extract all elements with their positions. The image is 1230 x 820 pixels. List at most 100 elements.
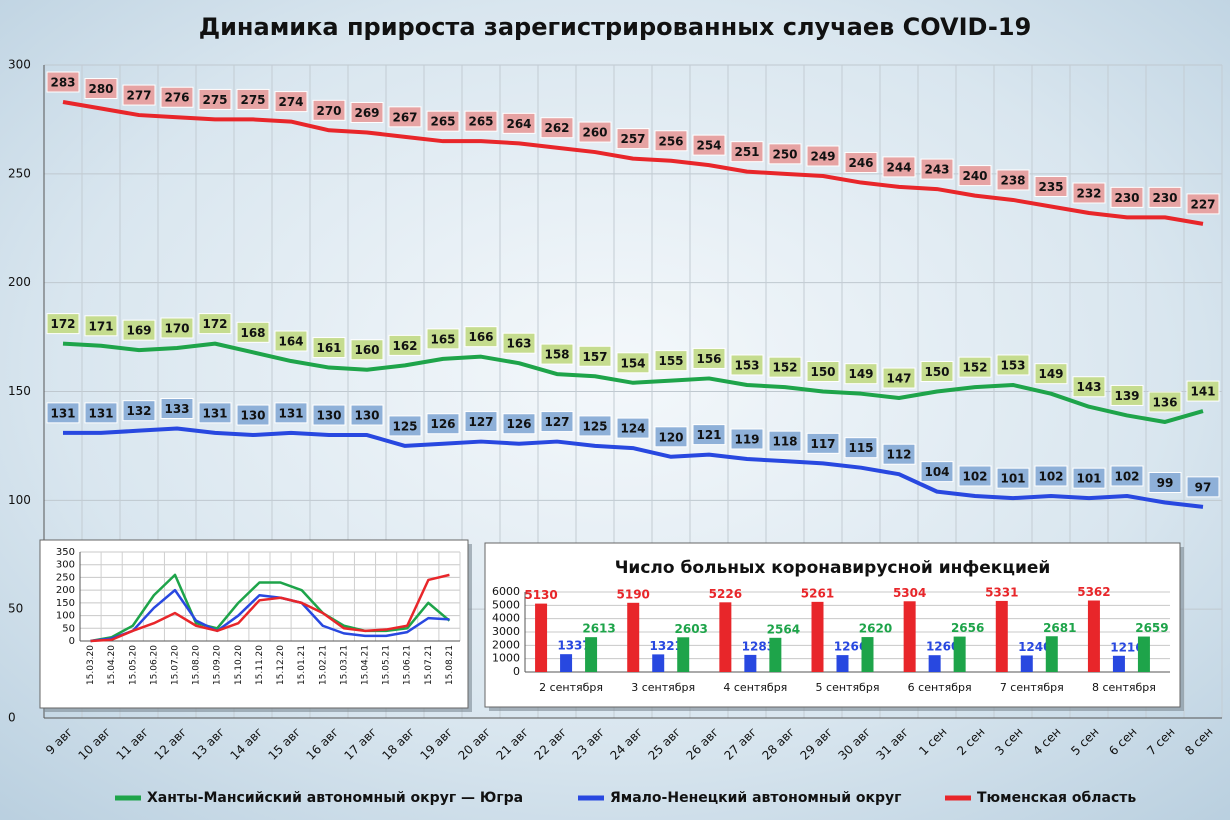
data-label-box (1110, 465, 1144, 487)
data-label: 130 (316, 409, 341, 423)
data-label-box (730, 354, 764, 376)
data-label: 269 (354, 106, 379, 120)
data-label: 1240 (1018, 640, 1051, 654)
data-label-box (46, 71, 80, 93)
data-label-box (274, 91, 308, 113)
data-label-box (806, 432, 840, 454)
data-label-box (198, 313, 232, 335)
data-label: 131 (202, 406, 227, 420)
data-label: 1216 (1110, 640, 1143, 654)
data-label: 2620 (859, 622, 892, 636)
bar (744, 654, 757, 672)
data-label: 235 (1038, 180, 1063, 194)
x-tick-label: 15.05.21 (382, 645, 392, 685)
data-label-box (654, 350, 688, 372)
y-tick-label: 50 (8, 602, 23, 616)
x-tick-label: 15.04.20 (107, 645, 117, 685)
data-label-box (882, 367, 916, 389)
data-label: 5130 (524, 588, 557, 602)
data-label: 101 (1000, 472, 1025, 486)
x-tick-label: 15.06.20 (149, 645, 159, 685)
x-tick-label: 15.08.21 (445, 645, 455, 685)
data-label: 280 (88, 82, 113, 96)
data-label: 97 (1195, 480, 1212, 494)
data-label: 170 (164, 321, 189, 335)
data-label-box (274, 330, 308, 352)
data-label: 136 (1152, 395, 1177, 409)
data-label: 131 (278, 406, 303, 420)
x-tick-label: 7 сентября (1000, 681, 1064, 694)
data-label-box (464, 326, 498, 348)
y-tick-label: 200 (8, 275, 31, 289)
data-label: 141 (1190, 385, 1215, 399)
data-label: 168 (240, 326, 265, 340)
y-tick-label: 150 (56, 598, 75, 609)
data-label: 264 (506, 117, 531, 131)
chart-title: Число больных коронавирусной инфекцией (615, 558, 1051, 578)
data-label: 246 (848, 156, 873, 170)
data-label-box (312, 99, 346, 121)
data-label: 265 (468, 115, 493, 129)
data-label: 5226 (709, 587, 742, 601)
data-label-box (996, 467, 1030, 489)
data-label: 121 (696, 428, 721, 442)
panel (484, 542, 1181, 708)
x-tick-label: 15.08.20 (192, 645, 202, 685)
data-label-box (730, 428, 764, 450)
data-label-box (1110, 186, 1144, 208)
bar (585, 637, 598, 672)
data-label: 160 (354, 343, 379, 357)
data-label-box (46, 313, 80, 335)
data-label-box (464, 411, 498, 433)
data-label-box (502, 332, 536, 354)
data-label-box (654, 130, 688, 152)
data-label-box (84, 78, 118, 100)
data-label: 133 (164, 402, 189, 416)
data-label: 270 (316, 104, 341, 118)
data-label-box (464, 110, 498, 132)
data-label: 227 (1190, 197, 1215, 211)
data-label-box (1148, 391, 1182, 413)
data-label: 150 (810, 365, 835, 379)
y-tick-label: 2000 (492, 638, 520, 651)
data-label: 130 (240, 409, 265, 423)
data-label: 119 (734, 432, 759, 446)
data-label: 125 (582, 419, 607, 433)
bar (928, 655, 941, 672)
data-label: 157 (582, 350, 607, 364)
data-label: 1337 (557, 639, 590, 653)
data-label: 143 (1076, 380, 1101, 394)
bar (769, 637, 782, 672)
data-label: 2659 (1135, 621, 1168, 635)
y-tick-label: 1000 (492, 652, 520, 665)
bar (719, 602, 732, 672)
data-label-box (958, 465, 992, 487)
data-label: 154 (620, 356, 645, 370)
data-label-box (578, 415, 612, 437)
data-label: 2603 (675, 622, 708, 636)
data-label-box (198, 402, 232, 424)
x-tick-label: 15.06.21 (403, 645, 413, 685)
data-label-box (1110, 384, 1144, 406)
data-label-box (996, 169, 1030, 191)
data-label-box (160, 86, 194, 108)
data-label: 158 (544, 348, 569, 362)
data-label-box (1034, 363, 1068, 385)
data-label: 244 (886, 160, 911, 174)
x-tick-label: 15.10.20 (234, 645, 244, 685)
data-label-box (958, 165, 992, 187)
bar (560, 654, 573, 672)
data-label: 99 (1157, 476, 1174, 490)
data-label: 155 (658, 354, 683, 368)
x-tick-label: 15.01.21 (297, 645, 307, 685)
data-label: 2681 (1043, 621, 1076, 635)
data-label-box (1072, 376, 1106, 398)
bar (1087, 600, 1100, 672)
data-label: 1266 (834, 640, 867, 654)
data-label: 275 (202, 93, 227, 107)
x-tick-label: 15.05.20 (128, 645, 138, 685)
data-label-box (1186, 193, 1220, 215)
series-line (90, 573, 451, 643)
data-label: 232 (1076, 187, 1101, 201)
data-label: 126 (506, 417, 531, 431)
